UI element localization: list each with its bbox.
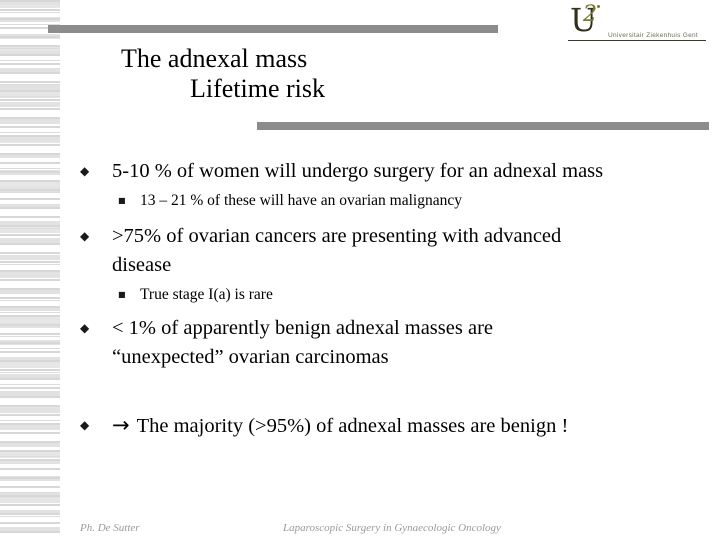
arrow-right-icon: → bbox=[112, 413, 130, 437]
sub-bullet-text: True stage I(a) is rare bbox=[140, 286, 273, 303]
sub-bullet-text: 13 – 21 % of these will have an ovarian … bbox=[140, 192, 462, 209]
logo-monogram-u: U bbox=[570, 1, 597, 39]
slide-title-line-1: The adnexal mass bbox=[121, 44, 308, 73]
uz-gent-logo: U 2 Universitair Ziekenhuis Gent bbox=[568, 3, 708, 41]
bullet-item-conclusion: ◆ → The majority (>95%) of adnexal masses… bbox=[80, 411, 700, 441]
logo-monogram-2: 2 bbox=[583, 2, 597, 27]
square-bullet-icon: ■ bbox=[118, 290, 126, 299]
sub-bullet-item: ■ 13 – 21 % of these will have an ovaria… bbox=[80, 191, 700, 211]
footer-presentation-title: Laparoscopic Surgery in Gynaecologic Onc… bbox=[283, 522, 501, 534]
logo-caption: Universitair Ziekenhuis Gent bbox=[608, 32, 699, 39]
logo-dot-icon bbox=[597, 5, 600, 8]
footer-author: Ph. De Sutter bbox=[80, 522, 140, 534]
diamond-bullet-icon: ◆ bbox=[80, 321, 90, 335]
bullet-text: → The majority (>95%) of adnexal masses a… bbox=[112, 411, 568, 441]
bullet-item: ◆ >75% of ovarian cancers are presenting… bbox=[80, 222, 700, 280]
logo-monogram: U 2 bbox=[570, 3, 606, 39]
square-bullet-icon: ■ bbox=[118, 196, 126, 205]
striped-sidebar-decoration bbox=[0, 0, 60, 540]
logo-underline bbox=[568, 40, 706, 41]
diamond-bullet-icon: ◆ bbox=[80, 164, 90, 178]
bullet-item: ◆ 5-10 % of women will undergo surgery f… bbox=[80, 157, 700, 186]
conclusion-text: The majority (>95%) of adnexal masses ar… bbox=[136, 415, 569, 437]
diamond-bullet-icon: ◆ bbox=[80, 229, 90, 243]
bullet-text: 5-10 % of women will undergo surgery for… bbox=[112, 160, 604, 182]
bullet-text: < 1% of apparently benign adnexal masses… bbox=[112, 317, 493, 368]
bullet-text: >75% of ovarian cancers are presenting w… bbox=[112, 225, 562, 276]
sub-bullet-item: ■ True stage I(a) is rare bbox=[80, 285, 700, 305]
title-accent-bar bbox=[48, 25, 498, 33]
slide-title-line-2: Lifetime risk bbox=[190, 74, 326, 103]
diamond-bullet-icon: ◆ bbox=[80, 418, 90, 432]
slide-title: The adnexal mass Lifetime risk bbox=[121, 44, 325, 104]
divider-bar bbox=[257, 122, 709, 130]
bullet-list: ◆ 5-10 % of women will undergo surgery f… bbox=[80, 150, 700, 441]
bullet-item: ◆ < 1% of apparently benign adnexal mass… bbox=[80, 314, 700, 372]
